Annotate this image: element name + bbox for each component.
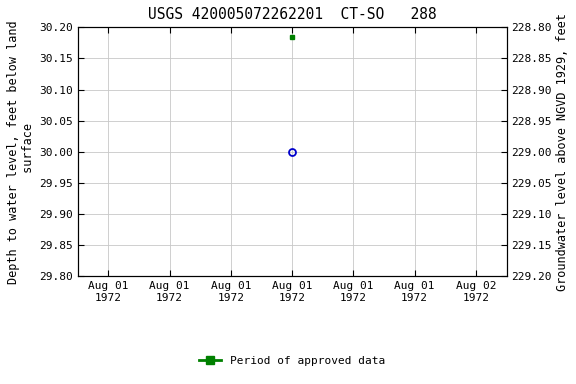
Title: USGS 420005072262201  CT-SO   288: USGS 420005072262201 CT-SO 288 [148,7,437,22]
Legend: Period of approved data: Period of approved data [195,352,390,371]
Y-axis label: Depth to water level, feet below land
 surface: Depth to water level, feet below land su… [7,20,35,284]
Y-axis label: Groundwater level above NGVD 1929, feet: Groundwater level above NGVD 1929, feet [556,13,569,291]
